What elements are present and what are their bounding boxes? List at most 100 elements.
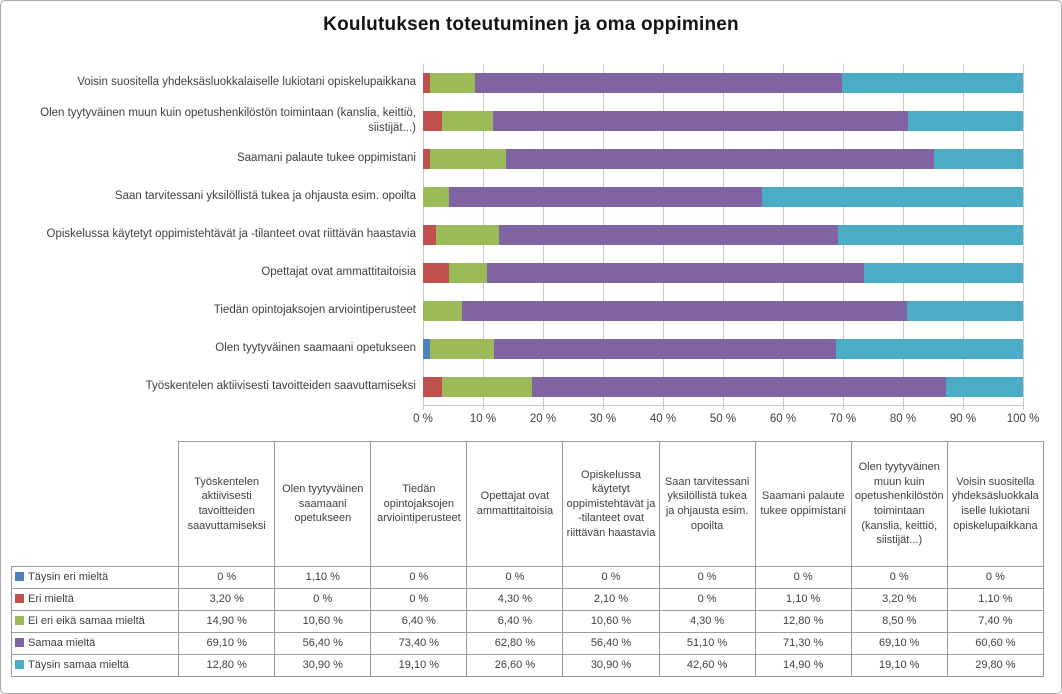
value-cell: 1,10 % (754, 588, 852, 611)
x-axis-tick-label: 40 % (649, 413, 677, 425)
bar-row (423, 149, 1023, 169)
value-cell: 30,90 % (562, 654, 660, 677)
legend-swatch (15, 638, 24, 648)
bar-segment (442, 377, 532, 397)
bar-segment (423, 187, 450, 207)
value-cell: 69,10 % (850, 632, 948, 655)
bar-segment (429, 339, 494, 359)
table-row: Täysin eri mieltä 0 % 1,10 % 0 % 0 % 0 % 0 % 0 … (10, 566, 1045, 589)
bar-segment (423, 73, 430, 93)
bar-segment (423, 301, 462, 321)
bar-segment (762, 187, 1023, 207)
legend-cell: Samaa mieltä (10, 632, 180, 655)
legend-label: Samaa mieltä (28, 637, 96, 650)
bar-row (423, 377, 1023, 397)
x-axis-tick-label: 30 % (589, 413, 617, 425)
category-label: Olen tyytyväinen saamaani opetukseen (215, 342, 416, 355)
value-cell: 6,40 % (370, 610, 468, 633)
bar-segment (423, 263, 449, 283)
bar-row (423, 225, 1023, 245)
value-cell: 3,20 % (178, 588, 276, 611)
value-cell: 4,30 % (466, 588, 564, 611)
legend-swatch (15, 660, 24, 670)
value-cell: 0 % (946, 566, 1045, 589)
bar-segment (499, 225, 838, 245)
bar-row (423, 339, 1023, 359)
bar-row (423, 73, 1023, 93)
category-label: Tiedän opintojaksojen arviointiperusteet (213, 304, 416, 317)
legend-cell: Ei eri eikä samaa mieltä (10, 610, 180, 633)
table-header-cell: Opettajat ovat ammattitaitoisia (466, 441, 564, 567)
table-row: Ei eri eikä samaa mieltä 14,90 % 10,60 % 6,… (10, 610, 1045, 633)
value-cell: 30,90 % (274, 654, 372, 677)
value-cell: 56,40 % (274, 632, 372, 655)
bar-segment (449, 187, 763, 207)
value-cell: 29,80 % (946, 654, 1045, 677)
value-cell: 0 % (370, 588, 468, 611)
value-cell: 12,80 % (178, 654, 276, 677)
legend-cell: Täysin eri mieltä (10, 566, 180, 589)
value-cell: 0 % (850, 566, 948, 589)
legend-swatch (15, 616, 24, 626)
table-header-cell: Saamani palaute tukee oppimistani (754, 441, 852, 567)
value-cell: 0 % (274, 588, 372, 611)
bar-segment (863, 263, 1023, 283)
corner-cell (12, 442, 179, 567)
bar-segment (531, 377, 947, 397)
table-header-cell: Työskentelen aktiivisesti tavoitteiden s… (178, 441, 276, 567)
legend-label: Täysin samaa mieltä (28, 659, 129, 672)
gridline (1023, 64, 1024, 410)
bar-segment (842, 73, 1023, 93)
value-cell: 1,10 % (946, 588, 1045, 611)
x-axis-tick-label: 50 % (709, 413, 737, 425)
bar-segment (933, 149, 1023, 169)
table-header-cell: Olen tyytyväinen muun kuin opetushenkilö… (850, 441, 948, 567)
table-header-cell: Saan tarvitessani yksilöllistä tukea ja … (658, 441, 756, 567)
value-cell: 0 % (178, 566, 276, 589)
legend-label: Ei eri eikä samaa mieltä (28, 615, 145, 628)
value-cell: 19,10 % (850, 654, 948, 677)
legend-label: Eri mieltä (28, 593, 74, 606)
x-axis: 0 % 10 % 20 % 30 % 40 % 50 % 60 % 70 % 80 % 90 % 1… (413, 413, 1039, 429)
bar-segment (442, 111, 494, 131)
x-axis-tick-label: 0 % (413, 413, 433, 425)
value-cell: 51,10 % (658, 632, 756, 655)
table-header-cell: Tiedän opintojaksojen arviointiperusteet (370, 441, 468, 567)
value-cell: 2,10 % (562, 588, 660, 611)
plot-area (423, 64, 1024, 410)
chart-title: Koulutuksen toteutuminen ja oma oppimine… (323, 14, 739, 35)
data-table: Työskentelen aktiivisesti tavoitteiden s… (10, 441, 1045, 677)
bar-row (423, 111, 1023, 131)
value-cell: 0 % (658, 588, 756, 611)
bar-segment (493, 111, 909, 131)
category-label: Työskentelen aktiivisesti tavoitteiden s… (145, 380, 416, 393)
bar-segment (837, 225, 1023, 245)
value-cell: 26,60 % (466, 654, 564, 677)
bar-segment (487, 263, 864, 283)
x-axis-tick-label: 60 % (769, 413, 797, 425)
x-axis-tick-label: 90 % (949, 413, 977, 425)
value-cell: 56,40 % (562, 632, 660, 655)
bar-row (423, 263, 1023, 283)
x-axis-tick-label: 100 % (1006, 413, 1040, 425)
value-cell: 14,90 % (178, 610, 276, 633)
bar-segment (907, 301, 1023, 321)
category-axis-labels: Voisin suositella yhdeksäsluokkalaiselle… (9, 64, 416, 406)
value-cell: 71,30 % (754, 632, 852, 655)
category-label: Opiskelussa käytetyt oppimistehtävät ja … (46, 228, 416, 241)
table-row: Eri mieltä 3,20 % 0 % 0 % 4,30 % 2,10 % 0 % 1,1… (10, 588, 1045, 611)
value-cell: 19,10 % (370, 654, 468, 677)
x-axis-line (423, 405, 1023, 406)
table-header-cell: Voisin suositella yhdeksäsluokkalaiselle… (946, 441, 1045, 567)
value-cell: 12,80 % (754, 610, 852, 633)
bar-segment (474, 73, 843, 93)
value-cell: 62,80 % (466, 632, 564, 655)
bar-segment (506, 149, 934, 169)
value-cell: 10,60 % (274, 610, 372, 633)
bar-segment (429, 149, 507, 169)
value-cell: 60,60 % (946, 632, 1045, 655)
value-cell: 6,40 % (466, 610, 564, 633)
bar-segment (423, 149, 430, 169)
table-row: Samaa mieltä 69,10 % 56,40 % 73,40 % 62,80 %… (10, 632, 1045, 655)
